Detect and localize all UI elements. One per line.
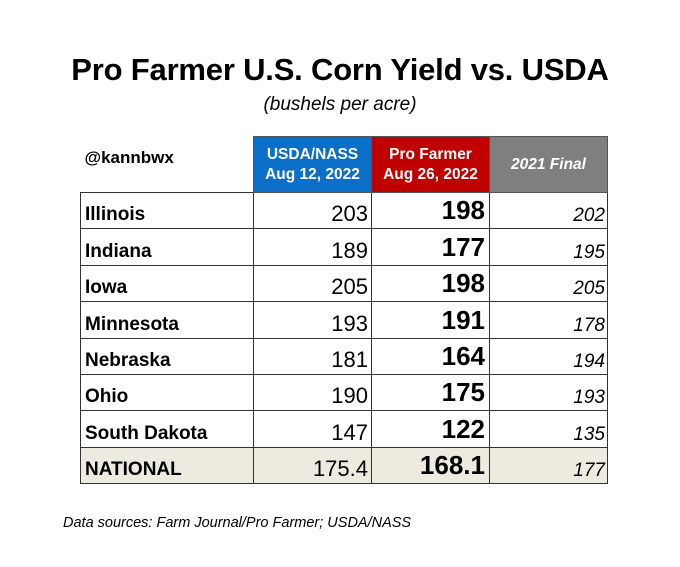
pro-farmer-value: 198 <box>371 264 490 303</box>
usda-value: 203 <box>253 191 372 230</box>
pro-farmer-value: 164 <box>371 337 490 375</box>
pro-farmer-value: 175 <box>371 373 490 412</box>
author-handle: @kannbwx <box>84 148 174 168</box>
header-pro-line1: Pro Farmer <box>389 145 472 163</box>
pro-farmer-value: 177 <box>371 228 490 266</box>
state-name: Iowa <box>80 264 254 303</box>
final-2021-value: 178 <box>489 301 608 339</box>
table-row: Nebraska 181 164 194 <box>80 337 608 375</box>
header-pro-farmer: Pro Farmer Aug 26, 2022 <box>371 136 490 193</box>
usda-value: 193 <box>253 301 372 339</box>
header-usda-nass: USDA/NASS Aug 12, 2022 <box>253 136 372 193</box>
usda-value: 189 <box>253 228 372 266</box>
header-usda-line1: USDA/NASS <box>266 145 359 163</box>
header-pro-line2: Aug 26, 2022 <box>383 165 478 183</box>
final-2021-value: 195 <box>489 228 608 266</box>
final-2021-value: 135 <box>489 410 608 448</box>
yield-table: @kannbwx USDA/NASS Aug 12, 2022 Pro Farm… <box>80 136 608 485</box>
chart-subtitle: (bushels per acre) <box>263 94 417 115</box>
pro-farmer-value: 168.1 <box>371 446 490 485</box>
usda-value: 181 <box>253 337 372 375</box>
chart-title: Pro Farmer U.S. Corn Yield vs. USDA <box>71 52 609 87</box>
header-2021-final: 2021 Final <box>489 136 608 193</box>
state-name: Nebraska <box>80 337 254 375</box>
table-row: NATIONAL 175.4 168.1 177 <box>80 446 608 485</box>
usda-value: 190 <box>253 373 372 412</box>
final-2021-value: 177 <box>489 446 608 485</box>
header-usda-line2: Aug 12, 2022 <box>265 165 360 183</box>
table-row: Indiana 189 177 195 <box>80 228 608 266</box>
table-row: Minnesota 193 191 178 <box>80 301 608 339</box>
data-source-note: Data sources: Farm Journal/Pro Farmer; U… <box>63 515 412 531</box>
state-name: Ohio <box>80 373 254 412</box>
pro-farmer-value: 198 <box>371 191 490 230</box>
state-name: NATIONAL <box>80 446 254 485</box>
usda-value: 205 <box>253 264 372 303</box>
final-2021-value: 194 <box>489 337 608 375</box>
final-2021-value: 205 <box>489 264 608 303</box>
table-row: Iowa 205 198 205 <box>80 264 608 303</box>
table-row: South Dakota 147 122 135 <box>80 410 608 448</box>
state-name: South Dakota <box>80 410 254 448</box>
final-2021-value: 202 <box>489 191 608 230</box>
usda-value: 147 <box>253 410 372 448</box>
header-final-line1: 2021 Final <box>511 155 586 173</box>
state-name: Illinois <box>80 191 254 230</box>
table-header-row: @kannbwx USDA/NASS Aug 12, 2022 Pro Farm… <box>81 136 608 193</box>
state-name: Minnesota <box>80 301 254 339</box>
final-2021-value: 193 <box>489 373 608 412</box>
pro-farmer-value: 122 <box>371 410 490 448</box>
pro-farmer-value: 191 <box>371 301 490 339</box>
usda-value: 175.4 <box>253 446 372 485</box>
table-row: Ohio 190 175 193 <box>80 373 608 412</box>
state-name: Indiana <box>80 228 254 266</box>
table-row: Illinois 203 198 202 <box>80 191 608 230</box>
